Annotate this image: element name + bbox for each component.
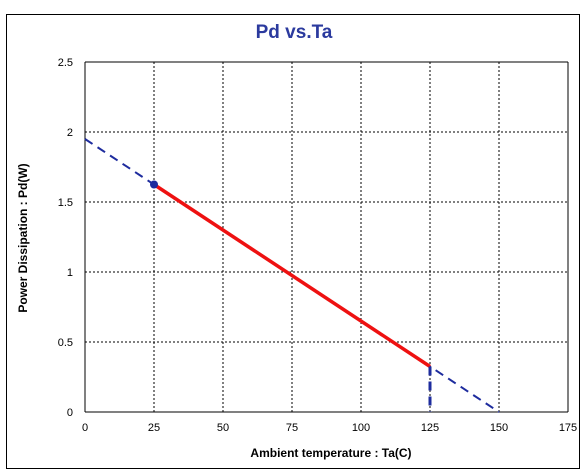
x-axis-label: Ambient temperature : Ta(C): [250, 446, 411, 460]
x-tick-label: 75: [286, 422, 298, 434]
x-tick-label: 175: [559, 422, 577, 434]
y-tick-label: 2: [67, 127, 73, 139]
y-axis-ticks: 0 0.5 1 1.5 2 2.5: [58, 57, 73, 419]
y-axis-label: Power Dissipation : Pd(W): [16, 163, 30, 312]
x-tick-label: 100: [352, 422, 370, 434]
chart-title: Pd vs.Ta: [256, 22, 333, 43]
chart-frame: Pd vs.Ta 0 25 50 75 100 125 150 175 0 0.5 1 1.5 2 2.…: [6, 14, 580, 469]
y-tick-label: 2.5: [58, 57, 73, 69]
x-tick-label: 125: [421, 422, 439, 434]
x-tick-label: 25: [148, 422, 160, 434]
data-point: [150, 180, 158, 189]
x-tick-label: 150: [490, 422, 508, 434]
x-axis-ticks: 0 25 50 75 100 125 150 175: [82, 422, 577, 434]
series-group: [84, 138, 500, 413]
y-tick-label: 0: [67, 407, 73, 419]
x-tick-label: 0: [82, 422, 88, 434]
y-tick-label: 0.5: [58, 337, 73, 349]
x-tick-label: 50: [217, 422, 229, 434]
y-tick-label: 1: [67, 267, 73, 279]
operating-range-line: [153, 183, 431, 368]
y-tick-label: 1.5: [58, 197, 73, 209]
pd-vs-ta-chart: Pd vs.Ta 0 25 50 75 100 125 150 175 0 0.5 1 1.5 2 2.…: [16, 22, 577, 460]
grid: [84, 61, 569, 413]
